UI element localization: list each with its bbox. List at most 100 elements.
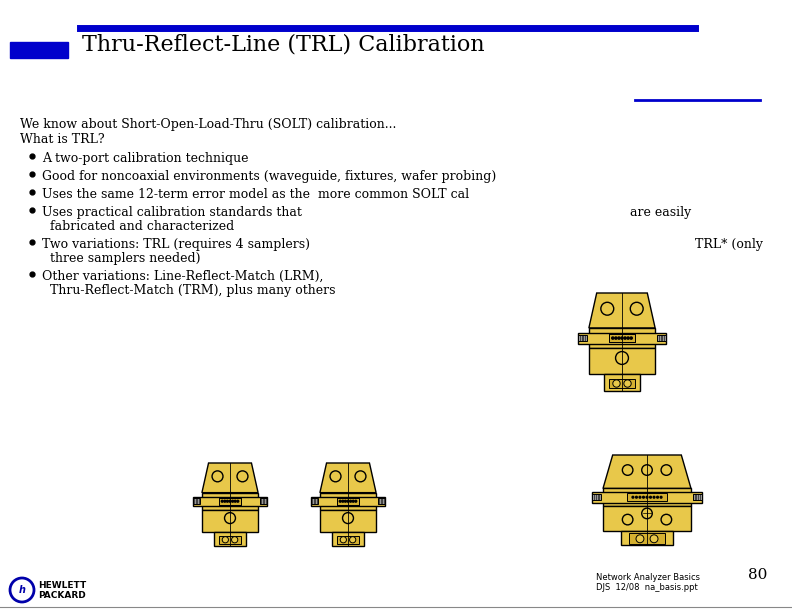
Bar xyxy=(592,492,702,502)
Circle shape xyxy=(627,337,629,339)
Bar xyxy=(320,493,376,510)
Bar xyxy=(337,498,359,505)
Circle shape xyxy=(343,513,353,523)
Bar xyxy=(260,498,268,504)
Circle shape xyxy=(630,337,632,339)
Text: Good for noncoaxial environments (waveguide, fixtures, wafer probing): Good for noncoaxial environments (wavegu… xyxy=(42,170,497,183)
Text: are easily: are easily xyxy=(630,206,691,219)
Circle shape xyxy=(621,337,623,339)
Polygon shape xyxy=(320,463,376,493)
Circle shape xyxy=(237,471,248,482)
Circle shape xyxy=(349,537,356,543)
Text: Uses the same 12-term error model as the  more common SOLT cal: Uses the same 12-term error model as the… xyxy=(42,188,469,201)
Circle shape xyxy=(661,465,672,476)
Text: Thru-Reflect-Line (TRL) Calibration: Thru-Reflect-Line (TRL) Calibration xyxy=(82,34,485,56)
Circle shape xyxy=(355,471,366,482)
Bar xyxy=(192,498,200,504)
Bar xyxy=(310,496,386,506)
Bar xyxy=(589,348,655,374)
Circle shape xyxy=(339,500,341,502)
Text: PACKARD: PACKARD xyxy=(38,591,86,600)
Circle shape xyxy=(615,351,628,364)
Bar xyxy=(609,334,635,342)
Circle shape xyxy=(642,508,653,519)
Bar xyxy=(192,496,268,506)
Circle shape xyxy=(223,537,228,543)
Circle shape xyxy=(225,513,235,523)
Bar xyxy=(603,506,691,531)
Bar xyxy=(627,493,667,501)
Circle shape xyxy=(231,537,238,543)
Circle shape xyxy=(636,535,644,543)
Polygon shape xyxy=(603,455,691,488)
Circle shape xyxy=(653,496,655,498)
Circle shape xyxy=(635,496,638,498)
Circle shape xyxy=(237,500,238,502)
Text: What is TRL?: What is TRL? xyxy=(20,133,105,146)
Circle shape xyxy=(347,500,349,502)
Circle shape xyxy=(624,380,631,387)
Text: Other variations: Line-Reflect-Match (LRM),: Other variations: Line-Reflect-Match (LR… xyxy=(42,270,323,283)
Bar xyxy=(693,494,702,501)
Circle shape xyxy=(601,302,614,315)
Circle shape xyxy=(349,500,352,502)
Circle shape xyxy=(623,514,633,525)
Polygon shape xyxy=(202,463,258,493)
Bar xyxy=(578,335,587,341)
Circle shape xyxy=(646,496,648,498)
Text: Thru-Reflect-Match (TRM), plus many others: Thru-Reflect-Match (TRM), plus many othe… xyxy=(50,284,336,297)
Bar xyxy=(621,531,673,545)
Circle shape xyxy=(212,471,223,482)
Bar xyxy=(657,335,666,341)
Bar xyxy=(333,532,364,546)
Circle shape xyxy=(345,500,346,502)
Text: HEWLETT: HEWLETT xyxy=(38,581,86,590)
Polygon shape xyxy=(589,293,655,328)
Circle shape xyxy=(611,337,614,339)
Bar xyxy=(337,498,359,505)
Bar xyxy=(202,493,258,510)
Circle shape xyxy=(10,578,34,602)
Bar xyxy=(219,498,241,505)
Circle shape xyxy=(639,496,641,498)
Text: 80: 80 xyxy=(748,568,767,582)
Bar xyxy=(310,498,318,504)
Bar xyxy=(592,494,601,501)
Bar xyxy=(337,536,359,543)
Circle shape xyxy=(623,465,633,476)
Text: three samplers needed): three samplers needed) xyxy=(50,252,200,265)
Circle shape xyxy=(342,500,344,502)
Bar xyxy=(589,328,655,348)
Bar xyxy=(630,534,664,544)
Text: Uses practical calibration standards that: Uses practical calibration standards tha… xyxy=(42,206,302,219)
Text: We know about Short-Open-Load-Thru (SOLT) calibration...: We know about Short-Open-Load-Thru (SOLT… xyxy=(20,118,396,131)
Circle shape xyxy=(232,500,234,502)
Circle shape xyxy=(615,337,617,339)
Circle shape xyxy=(630,302,643,315)
Text: fabricated and characterized: fabricated and characterized xyxy=(50,220,234,233)
Text: TRL* (only: TRL* (only xyxy=(695,238,763,251)
Text: h: h xyxy=(18,585,25,595)
Circle shape xyxy=(649,496,651,498)
Bar xyxy=(604,374,641,390)
Text: Two variations: TRL (requires 4 samplers): Two variations: TRL (requires 4 samplers… xyxy=(42,238,310,251)
Circle shape xyxy=(355,500,356,502)
Circle shape xyxy=(227,500,228,502)
Circle shape xyxy=(657,496,658,498)
Circle shape xyxy=(224,500,226,502)
Bar xyxy=(219,536,241,543)
Bar xyxy=(609,334,635,342)
Bar xyxy=(603,488,691,506)
Text: Network Analyzer Basics
DJS  12/08  na_basis.ppt: Network Analyzer Basics DJS 12/08 na_bas… xyxy=(596,573,700,592)
Bar xyxy=(202,510,258,532)
Circle shape xyxy=(618,337,620,339)
Circle shape xyxy=(661,514,672,525)
Circle shape xyxy=(221,500,223,502)
Bar xyxy=(378,498,386,504)
Circle shape xyxy=(234,500,236,502)
Circle shape xyxy=(632,496,634,498)
Text: A two-port calibration technique: A two-port calibration technique xyxy=(42,152,249,165)
Circle shape xyxy=(341,537,346,543)
Bar xyxy=(215,532,246,546)
Circle shape xyxy=(642,496,645,498)
